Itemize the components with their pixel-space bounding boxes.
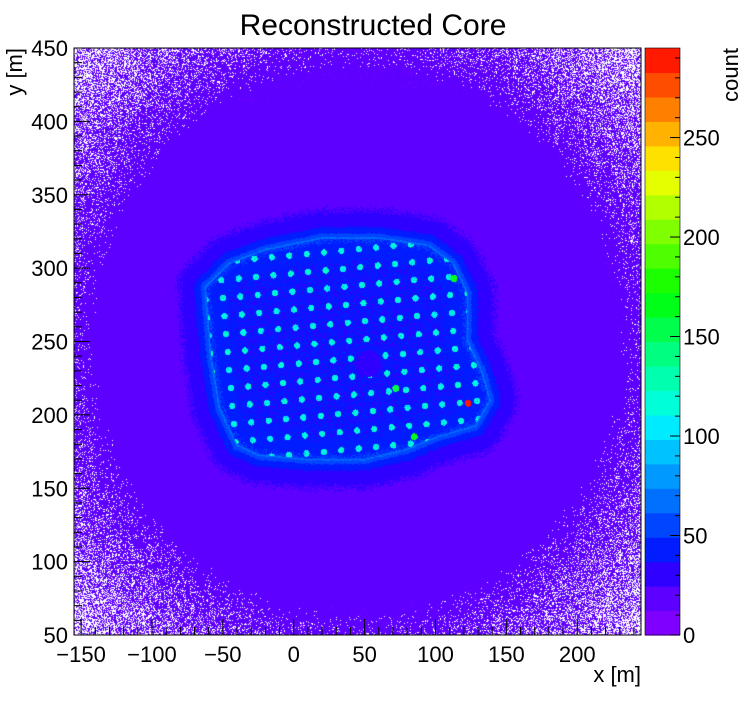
colorbar-band — [645, 390, 680, 416]
x-tick-label: −100 — [127, 642, 177, 667]
y-tick-label: 400 — [31, 109, 68, 134]
x-tick-label: 200 — [559, 642, 596, 667]
colorbar-band — [645, 488, 680, 514]
x-axis: −150 −100 −50 0 50 100 150 200 — [56, 619, 635, 667]
colorbar-band — [645, 292, 680, 318]
color-scale: 0 50 100 150 200 250 — [644, 47, 720, 648]
y-tick-label: 150 — [31, 476, 68, 501]
colorbar-band — [645, 145, 680, 171]
x-tick-label: −50 — [204, 642, 241, 667]
colorbar-band — [645, 317, 680, 343]
colorbar-tick-label: 0 — [683, 623, 695, 648]
x-tick-label: 150 — [488, 642, 525, 667]
colorbar-frame — [644, 47, 681, 636]
colorbar-band — [645, 194, 680, 220]
colorbar-band — [645, 96, 680, 122]
x-tick-label: 0 — [288, 642, 300, 667]
heatmap-image — [74, 48, 641, 635]
y-tick-label: 350 — [31, 183, 68, 208]
colorbar-band — [645, 561, 680, 587]
colorbar-tick-label: 100 — [683, 424, 720, 449]
x-tick-label: 100 — [417, 642, 454, 667]
colorbar-band — [645, 439, 680, 465]
y-tick-label: 200 — [31, 403, 68, 428]
colorbar-band — [645, 219, 680, 245]
x-tick-label: −150 — [56, 642, 106, 667]
chart-title: Reconstructed Core — [240, 9, 507, 42]
colorbar-band — [645, 243, 680, 269]
colorbar-band — [645, 72, 680, 98]
heatmap-plot — [73, 47, 642, 636]
colorbar-tick-label: 150 — [683, 325, 720, 350]
colorbar-band — [645, 341, 680, 367]
colorbar-label: count — [718, 48, 743, 102]
y-tick-label: 300 — [31, 256, 68, 281]
y-axis: 50 100 150 200 250 300 350 400 450 — [31, 36, 90, 648]
colorbar-tick-label: 50 — [683, 524, 707, 549]
colorbar-tick-label: 200 — [683, 225, 720, 250]
y-tick-label: 50 — [44, 623, 68, 648]
colorbar-band — [645, 512, 680, 538]
y-axis-label: y [m] — [2, 48, 27, 96]
y-tick-label: 450 — [31, 36, 68, 61]
x-tick-label: 50 — [352, 642, 376, 667]
colorbar-band — [645, 268, 680, 294]
colorbar-band — [645, 48, 680, 74]
y-tick-label: 100 — [31, 550, 68, 575]
colorbar-tick-label: 250 — [683, 126, 720, 151]
colorbar-band — [645, 170, 680, 196]
colorbar-band — [645, 586, 680, 612]
colorbar-band — [645, 121, 680, 147]
x-axis-label: x [m] — [593, 662, 641, 687]
y-tick-label: 250 — [31, 330, 68, 355]
colorbar-band — [645, 610, 680, 636]
colorbar-band — [645, 463, 680, 489]
colorbar-band — [645, 365, 680, 392]
colorbar-band — [645, 537, 680, 563]
